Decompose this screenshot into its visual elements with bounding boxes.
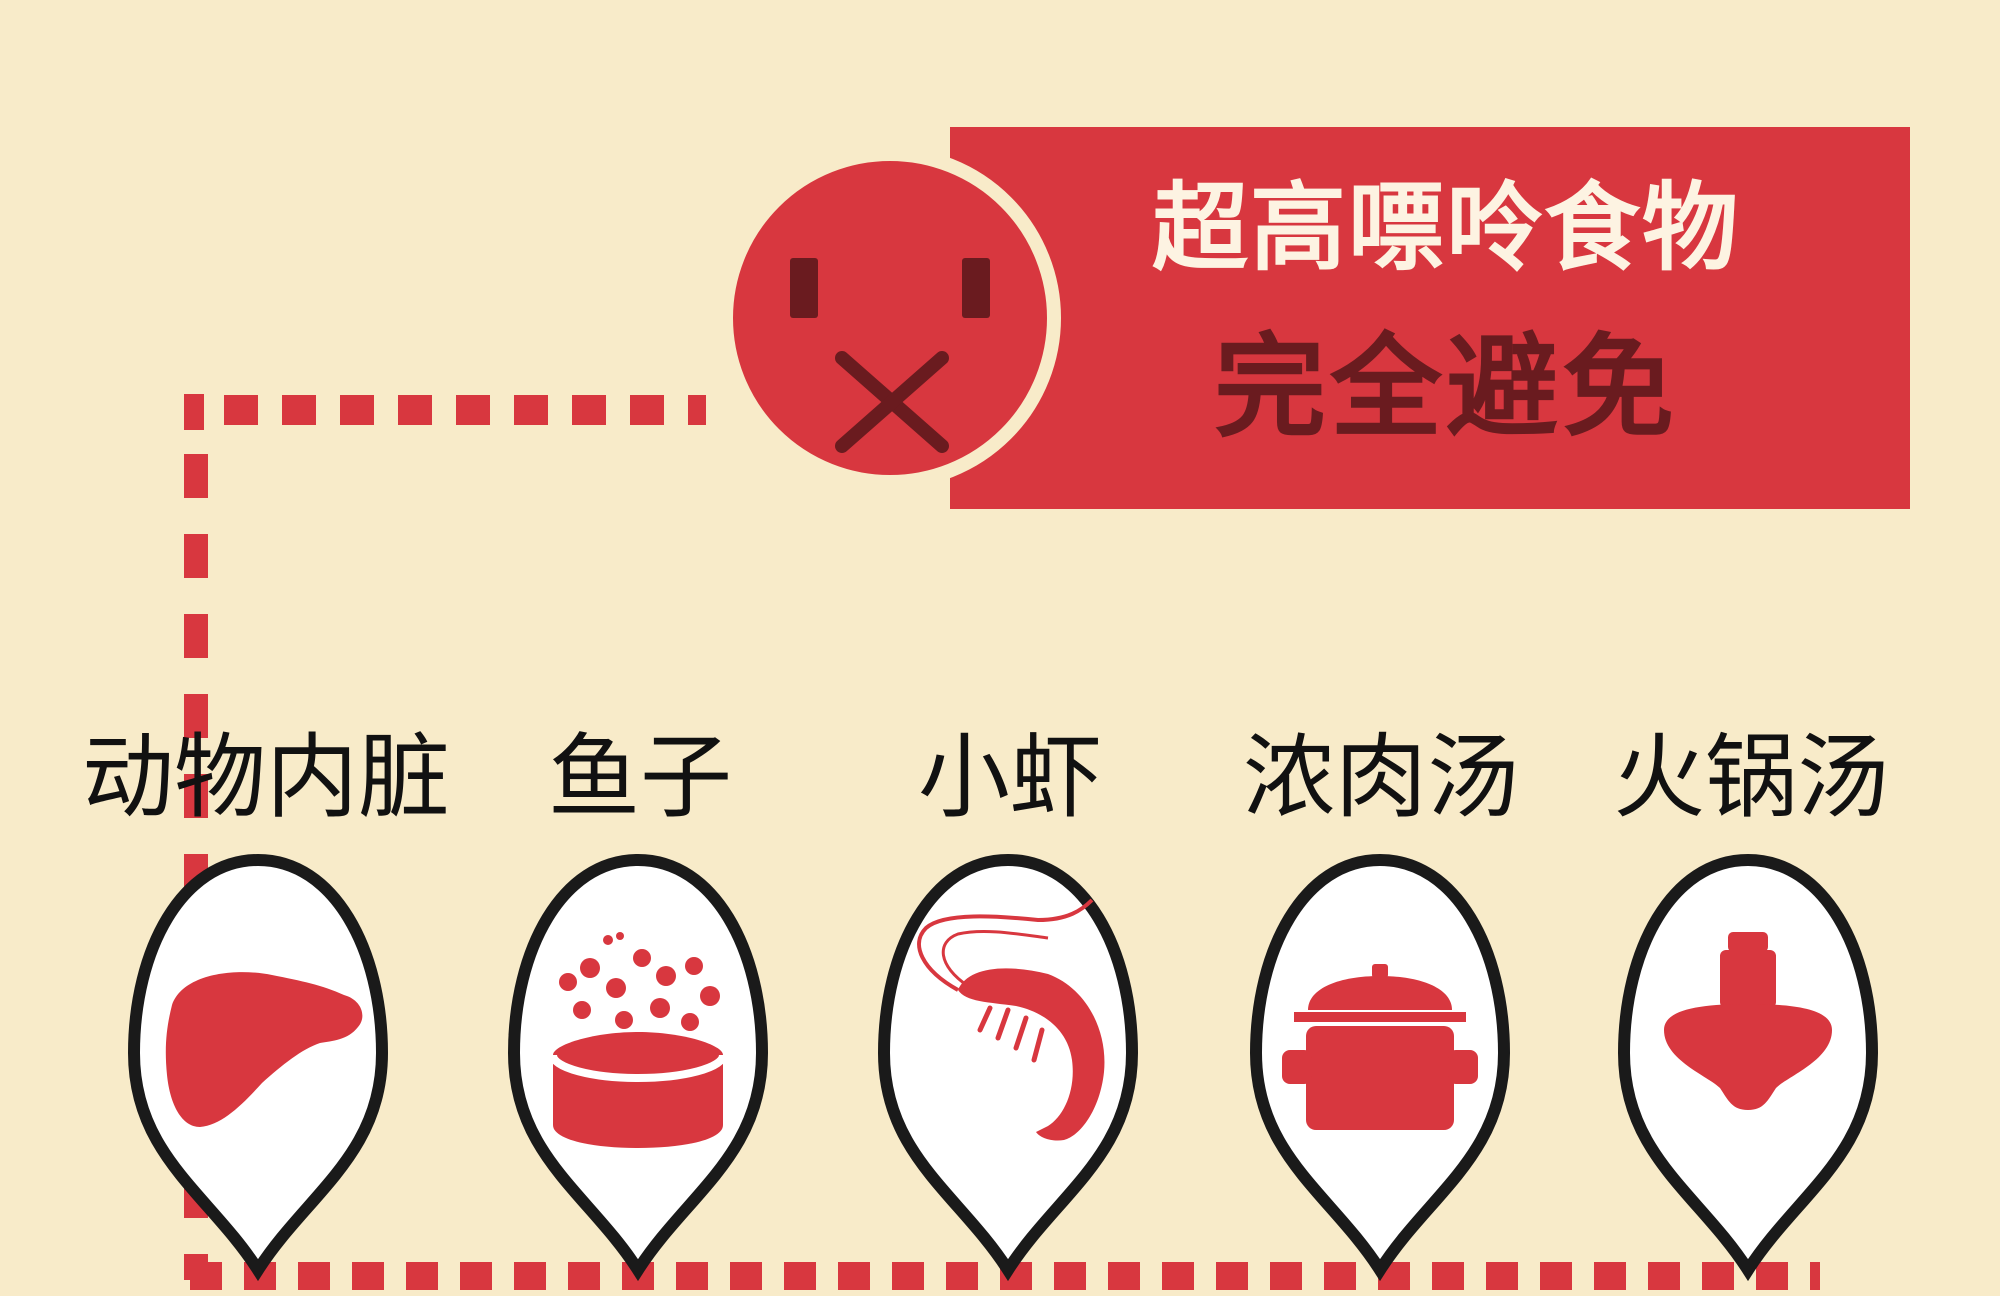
fish-roe-icon [549, 932, 727, 1148]
title-banner [950, 127, 1910, 509]
food-pin-hot-pot [1617, 853, 1879, 1282]
title-line-secondary: 完全避免 [1214, 323, 1678, 453]
liver-icon [165, 972, 363, 1127]
food-pin-liver [127, 853, 389, 1282]
hot-pot-icon [1664, 932, 1832, 1110]
title-line-primary: 超高嘌呤食物 [1152, 172, 1740, 284]
soup-pot-icon [1282, 964, 1478, 1130]
food-pin-fish-roe [507, 853, 769, 1282]
food-pin-soup-pot [1249, 853, 1511, 1282]
food-label-fish-roe: 鱼子 [547, 724, 732, 831]
food-label-animal-organs: 动物内脏 [81, 724, 450, 831]
no-eating-face-icon [719, 147, 1061, 489]
food-label-shrimp: 小虾 [917, 724, 1102, 831]
food-label-hot-pot-soup: 火锅汤 [1612, 724, 1889, 831]
shrimp-icon [917, 898, 1105, 1141]
connector-corner [184, 394, 204, 430]
food-pin-shrimp [877, 853, 1139, 1282]
food-label-meat-broth: 浓肉汤 [1242, 724, 1519, 831]
